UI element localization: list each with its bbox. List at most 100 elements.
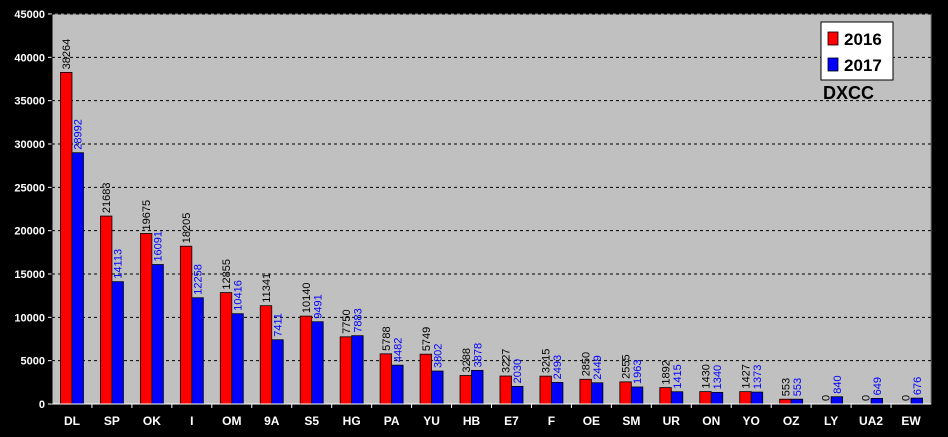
bar-2017-OZ [790,398,804,405]
y-tick-label: 25000 [14,182,45,194]
bar-2017-OE [590,382,604,405]
bar-2016-OK [139,233,153,405]
data-label-2016-OE: 2850 [581,352,593,376]
data-label-2016-OZ: 553 [780,378,792,396]
x-tick-label: 9A [264,414,280,428]
y-tick-label: 0 [39,399,45,411]
x-tick-label: YU [423,414,440,428]
bar-2016-F [539,375,552,405]
data-label-2016-UA2: 0 [860,395,872,401]
data-label-2016-S5: 10140 [301,283,313,314]
bar-2017-OK [151,264,164,405]
data-label-2016-SM: 2555 [621,354,633,378]
bar-2016-OM [219,292,233,405]
data-label-2017-DL: 28992 [73,119,85,150]
bar-2016-SM [619,381,632,405]
bar-2016-HB [459,375,472,405]
bar-2016-YU [419,353,432,405]
data-label-2017-HB: 3878 [472,343,484,367]
x-tick-label: E7 [504,414,519,428]
data-label-2016-OK: 19675 [141,200,153,231]
x-tick-label: SP [104,414,120,428]
bar-2017-E7 [511,386,524,405]
bar-2016-S5 [299,315,313,405]
x-tick-label: OE [583,414,600,428]
data-label-2016-HB: 3288 [461,348,473,372]
bar-2017-PA [391,364,404,405]
data-label-2017-OE: 2449 [592,355,604,379]
y-axis: 0 5000 10000 15000 20000 25000 30000 35000 40000… [14,9,53,411]
data-label-2017-PA: 4482 [392,338,404,362]
data-label-2017-ON: 1340 [712,365,724,389]
data-label-2017-OZ: 553 [792,378,804,396]
y-tick-label: 35000 [14,96,45,108]
x-tick-label: SM [622,414,640,428]
x-tick-label: I [190,414,193,428]
data-label-2016-SP: 21683 [101,182,113,213]
data-label-2017-SM: 1963 [632,360,644,384]
x-axis: DL SP OK I OM 9A S5 HG PA YU HB E7 F OE SM UR ON YO OZ LY UA… [52,403,931,428]
data-label-2016-9A: 11341 [261,273,273,303]
x-tick-label: LY [824,414,838,428]
bar-2017-F [551,381,564,405]
bar-2017-OM [231,313,244,405]
x-tick-label: HB [463,414,481,428]
y-tick-label: 15000 [14,269,45,281]
bars [60,71,923,405]
x-tick-label: S5 [304,414,319,428]
bar-2016-HG [339,336,353,405]
bar-2017-ON [710,391,724,405]
bar-2017-DL [71,152,84,405]
data-label-2017-YU: 3802 [432,344,444,368]
y-tick-label: 20000 [14,226,45,238]
data-label-2017-UA2: 649 [872,377,884,395]
bar-2017-HG [351,335,364,405]
y-tick-label: 45000 [14,9,45,21]
x-tick-label: F [548,414,555,428]
data-label-2016-OM: 12855 [221,259,233,290]
bar-2017-S5 [311,321,324,405]
y-tick-label: 5000 [21,356,45,368]
bar-2016-ON [699,391,712,405]
data-label-2017-E7: 2030 [512,359,524,383]
x-tick-label: YO [743,414,760,428]
data-label-2016-YO: 1427 [740,364,752,388]
x-tick-label: HG [343,414,361,428]
chart-annotation: DXCC [823,83,874,103]
data-label-2016-HG: 7750 [341,309,353,333]
data-label-2017-YO: 1373 [752,365,764,389]
bar-2017-EW [910,397,923,405]
y-tick-label: 10000 [14,312,45,324]
bar-2017-9A [271,339,284,405]
bar-2017-SP [111,281,124,405]
x-tick-label: OZ [783,414,800,428]
data-label-2017-LY: 840 [832,375,844,393]
bar-2016-E7 [499,375,512,405]
data-label-2017-EW: 676 [912,377,924,395]
bar-2017-I [191,297,204,405]
bar-2016-I [179,245,193,405]
data-label-2017-OK: 16091 [153,231,165,262]
data-label-2017-F: 2493 [552,355,564,379]
x-tick-label: UR [663,414,681,428]
bar-2016-9A [259,305,273,405]
bar-2016-PA [379,353,393,405]
bar-2017-UR [670,391,684,405]
bar-2017-HB [471,369,484,405]
bar-2016-OZ [779,398,792,405]
bar-2017-YU [431,370,444,405]
data-label-2016-F: 3215 [541,349,553,373]
legend-swatch-2016 [827,31,839,46]
x-tick-label: OK [143,414,161,428]
data-label-2017-SP: 14113 [113,249,125,279]
data-label-2016-EW: 0 [900,395,912,401]
x-tick-label: DL [64,414,80,428]
data-label-2017-S5: 9491 [312,294,324,318]
bar-2016-DL [60,71,73,405]
y-tick-label: 40000 [14,52,45,64]
data-label-2017-UR: 1415 [672,364,684,388]
data-label-2016-PA: 5788 [381,326,393,350]
x-tick-label: OM [222,414,241,428]
